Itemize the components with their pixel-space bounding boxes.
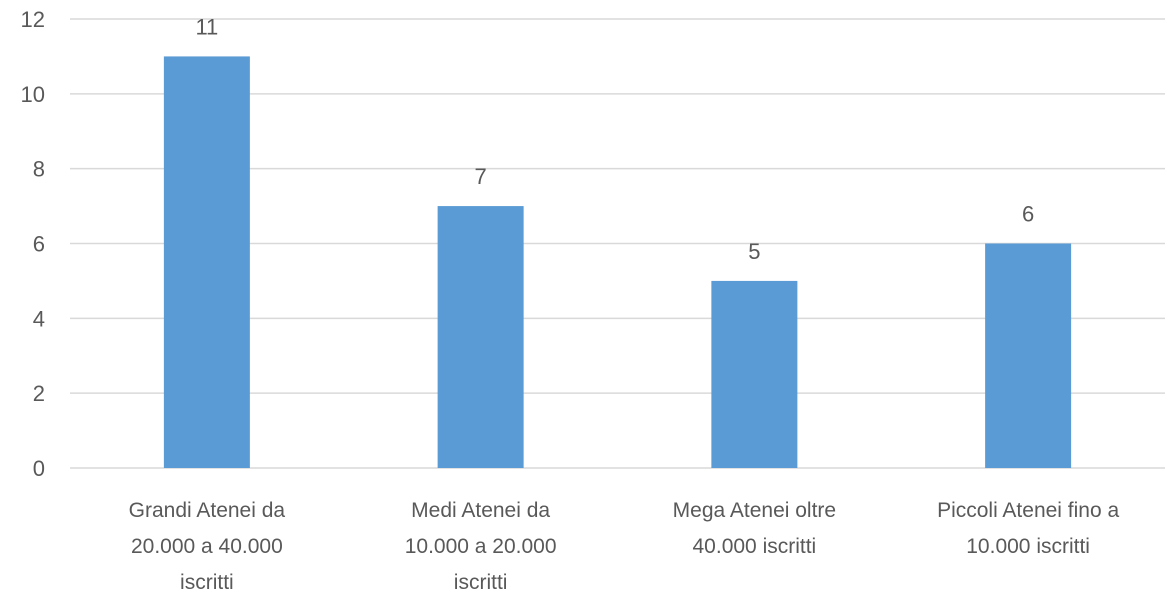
category-label: Piccoli Atenei fino a 10.000 iscritti bbox=[937, 499, 1119, 558]
category-label-line: iscritti bbox=[454, 571, 508, 594]
category-label-line: Piccoli Atenei fino a bbox=[937, 499, 1119, 522]
category-label-line: Grandi Atenei da bbox=[129, 499, 286, 522]
category-label-line: 10.000 a 20.000 bbox=[405, 535, 557, 558]
data-label: 11 bbox=[195, 14, 218, 39]
data-label: 7 bbox=[475, 164, 487, 189]
category-label: Mega Atenei oltre 40.000 iscritti bbox=[673, 499, 836, 558]
x-axis-category-labels: Grandi Atenei da 20.000 a 40.000 iscrittiM… bbox=[129, 499, 1120, 594]
category-label: Grandi Atenei da 20.000 a 40.000 iscritti bbox=[129, 499, 286, 594]
category-label-line: Medi Atenei da bbox=[411, 499, 550, 522]
category-label-line: 40.000 iscritti bbox=[693, 535, 817, 558]
bar bbox=[985, 243, 1072, 468]
y-tick-label: 10 bbox=[21, 82, 45, 107]
y-tick-label: 6 bbox=[33, 232, 45, 257]
y-tick-label: 12 bbox=[21, 7, 45, 32]
bar bbox=[437, 206, 524, 469]
bars bbox=[163, 56, 1072, 469]
category-label-line: 10.000 iscritti bbox=[966, 535, 1090, 558]
data-label: 6 bbox=[1022, 202, 1034, 227]
data-labels: 11 7 5 6 bbox=[195, 14, 1034, 263]
y-tick-label: 8 bbox=[33, 157, 45, 182]
y-tick-label: 4 bbox=[33, 306, 45, 331]
bar bbox=[163, 56, 250, 469]
y-axis-tick-labels: 0 2 4 6 8 10 12 bbox=[21, 7, 45, 481]
gridlines bbox=[70, 18, 1165, 469]
bar bbox=[711, 280, 798, 468]
data-label: 5 bbox=[748, 239, 760, 264]
category-label-line: Mega Atenei oltre bbox=[673, 499, 836, 522]
y-tick-label: 0 bbox=[33, 456, 45, 481]
y-tick-label: 2 bbox=[33, 381, 45, 406]
category-label-line: iscritti bbox=[180, 571, 234, 594]
category-label-line: 20.000 a 40.000 bbox=[131, 535, 283, 558]
category-label: Medi Atenei da 10.000 a 20.000 iscritti bbox=[405, 499, 557, 594]
